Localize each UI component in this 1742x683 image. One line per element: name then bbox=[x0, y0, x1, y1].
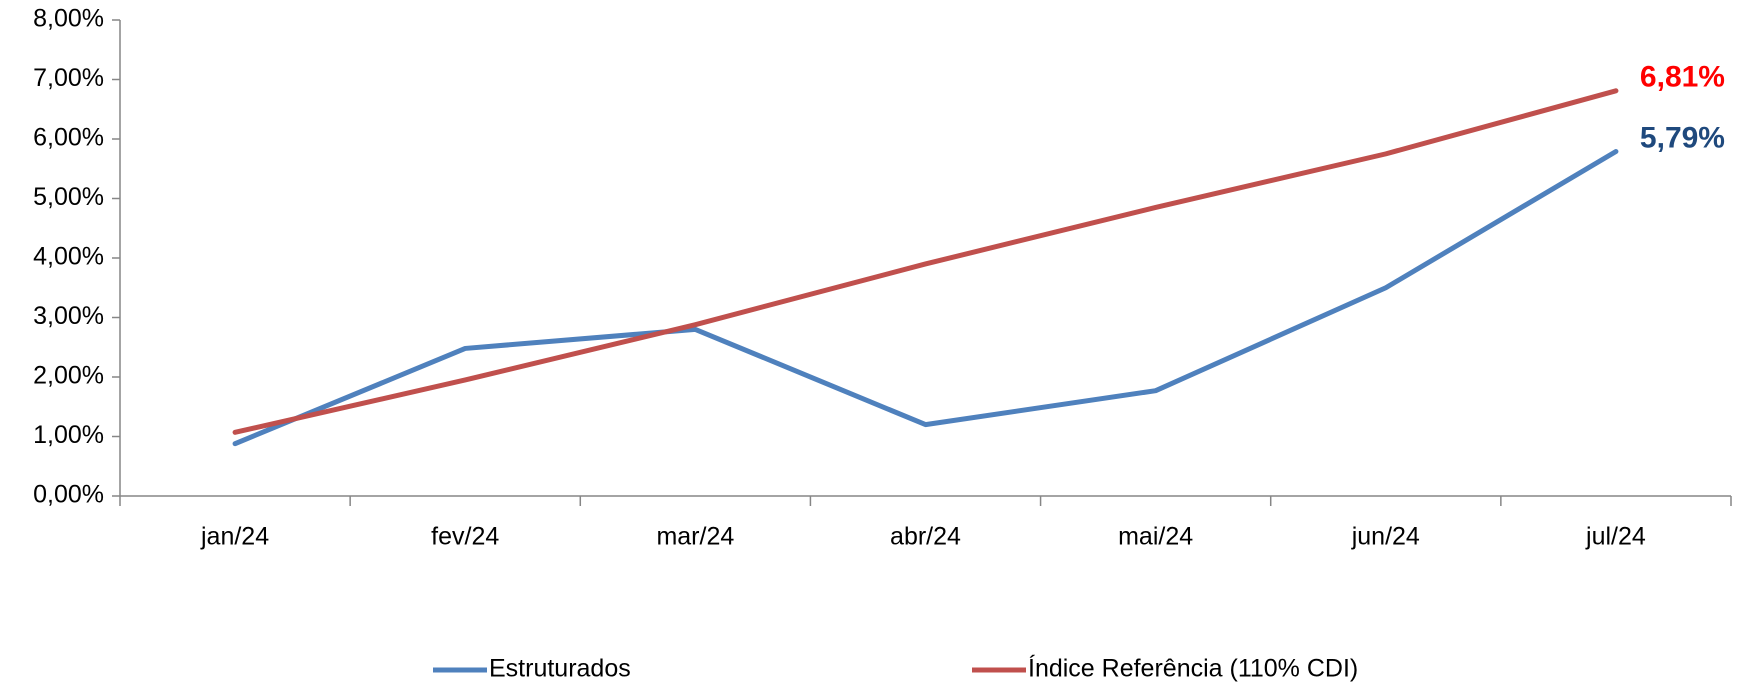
x-tick-label: mai/24 bbox=[1118, 523, 1193, 551]
x-tick-label: mar/24 bbox=[656, 523, 734, 551]
legend-label: Índice Referência (110% CDI) bbox=[1028, 654, 1358, 683]
x-tick-label: fev/24 bbox=[431, 523, 499, 551]
series-line bbox=[232, 88, 1619, 435]
series-line bbox=[232, 148, 1619, 447]
y-tick-label: 5,00% bbox=[33, 183, 104, 211]
y-tick-label: 1,00% bbox=[33, 421, 104, 449]
x-tick-label: jul/24 bbox=[1585, 523, 1646, 551]
y-tick-label: 2,00% bbox=[33, 362, 104, 390]
x-tick-label: abr/24 bbox=[890, 523, 961, 551]
data-label: 5,79% bbox=[1640, 121, 1725, 154]
y-tick-label: 3,00% bbox=[33, 302, 104, 330]
y-tick-label: 4,00% bbox=[33, 243, 104, 271]
data-label: 6,81% bbox=[1640, 61, 1725, 94]
y-tick-label: 7,00% bbox=[33, 64, 104, 92]
x-tick-label: jun/24 bbox=[1351, 523, 1420, 551]
y-tick-label: 0,00% bbox=[33, 481, 104, 509]
legend-label: Estruturados bbox=[489, 655, 631, 683]
x-tick-label: jan/24 bbox=[200, 523, 269, 551]
y-tick-label: 8,00% bbox=[33, 5, 104, 33]
y-tick-label: 6,00% bbox=[33, 124, 104, 152]
